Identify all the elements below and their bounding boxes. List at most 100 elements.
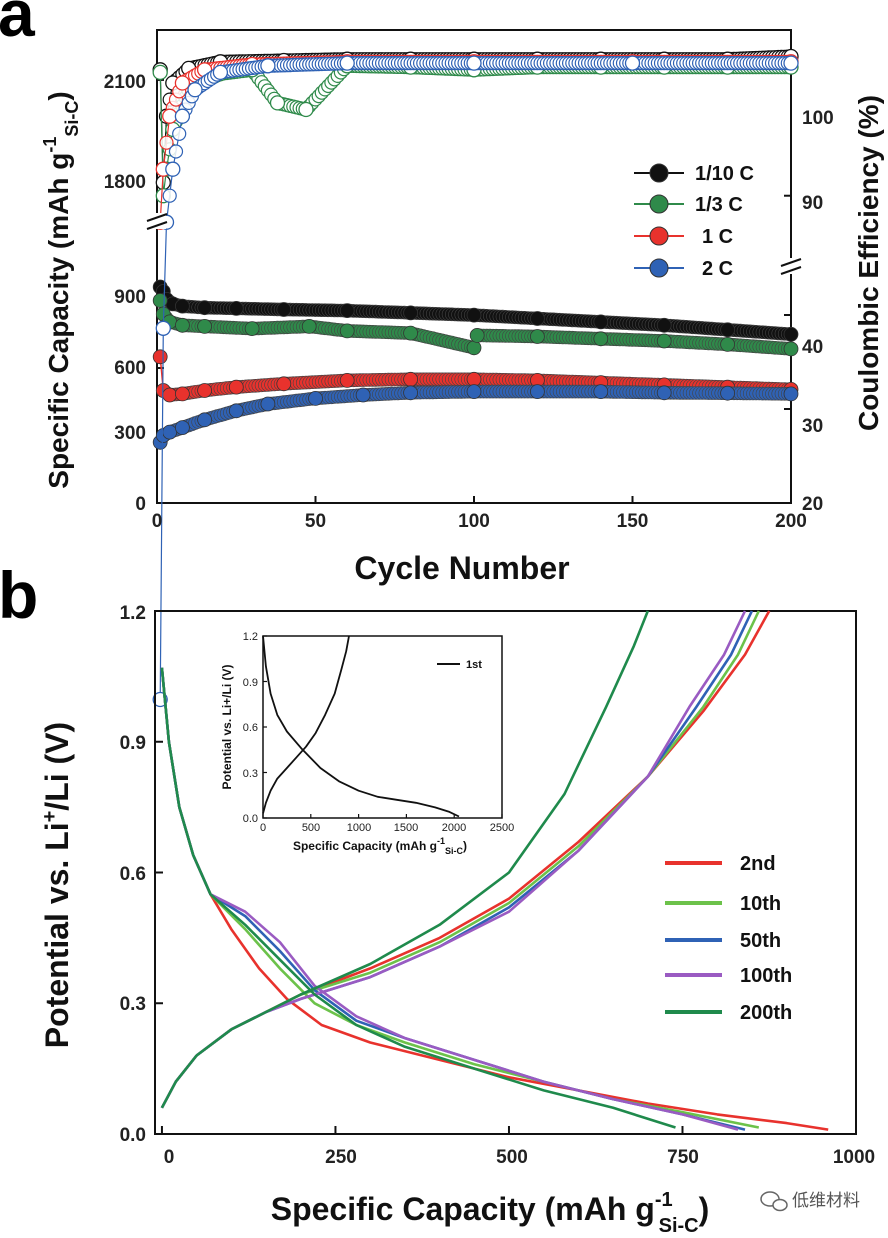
efficiency-series-2-c-ce <box>152 55 799 708</box>
capacity-key-point <box>593 331 609 347</box>
legend-label-100th: 100th <box>740 965 792 987</box>
capacity-key-point <box>403 305 419 321</box>
inset-plot-frame <box>262 635 503 819</box>
capacity-key-point <box>339 303 355 319</box>
capacity-key-point <box>355 387 371 403</box>
panel-b-inset: 0 500 1000 1500 2000 2500 0.0 0.3 0.6 0.… <box>220 631 514 856</box>
panel-b-y-axis-title: Potential vs. Li+/Li (V) <box>39 722 75 1048</box>
efficiency-key-point <box>298 101 314 118</box>
efficiency-key-point <box>155 320 171 336</box>
inset-axis-ticks <box>262 635 503 819</box>
efficiency-key-point <box>466 55 482 71</box>
capacity-key-point <box>783 341 799 357</box>
panel-a-ytick-left-600: 600 <box>114 358 146 379</box>
efficiency-key-point <box>152 64 168 81</box>
capacity-key-point <box>466 340 482 356</box>
capacity-key-point <box>162 424 178 440</box>
capacity-key-point <box>403 371 419 387</box>
panel-b-label: b <box>0 558 38 632</box>
capacity-key-point <box>339 372 355 388</box>
panel-a-plot-frame <box>156 29 792 504</box>
efficiency-point <box>159 135 174 150</box>
legend-item-2c: 2 C <box>634 258 733 280</box>
inset-legend: 1st <box>437 659 482 671</box>
panel-a-xtick-50: 50 <box>305 511 326 532</box>
capacity-key-point <box>656 317 672 333</box>
capacity-key-point <box>260 396 276 412</box>
capacity-key-point <box>174 317 190 333</box>
inset-curve-1st-discharge <box>262 635 460 818</box>
capacity-key-point <box>228 403 244 419</box>
capacity-key-point <box>152 349 168 365</box>
watermark-text: 低维材料 <box>792 1191 860 1211</box>
efficiency-key-point <box>783 55 799 71</box>
capacity-key-point <box>530 329 545 344</box>
legend-label-2nd: 2nd <box>740 853 776 875</box>
panel-a-ytick-left-0: 0 <box>135 494 146 515</box>
panel-b: b 0 250 500 750 1000 0.0 0.3 0.6 0.9 1.2… <box>0 558 875 1237</box>
panel-b-xtick-1000: 1000 <box>833 1147 875 1168</box>
legend-item-1c: 1 C <box>634 226 733 248</box>
capacity-key-point <box>244 321 260 337</box>
panel-b-xtick-0: 0 <box>164 1147 175 1168</box>
panel-b-data-lines <box>160 610 829 1131</box>
capacity-key-point <box>656 385 672 401</box>
capacity-key-point <box>174 298 190 314</box>
capacity-key-point <box>720 336 735 352</box>
efficiency-key-point <box>269 95 286 111</box>
capacity-key-point <box>593 314 609 330</box>
legend-item-1-3c: 1/3 C <box>634 194 743 216</box>
inset-xtick-2500: 2500 <box>490 822 514 834</box>
inset-xtick-500: 500 <box>302 822 320 834</box>
capacity-key-point <box>466 371 482 387</box>
legend-label-200th: 200th <box>740 1002 792 1024</box>
panel-a-left-y-axis-title: Specific Capacity (mAh g-1Si-C) <box>40 91 82 488</box>
efficiency-key-point <box>187 82 203 98</box>
inset-ytick-0-3: 0.3 <box>243 768 258 780</box>
panel-a-x-axis-title: Cycle Number <box>354 550 569 586</box>
inset-ytick-1-2: 1.2 <box>243 631 258 643</box>
panel-a-ytick-right-30: 30 <box>802 416 823 437</box>
panel-a-legend: 1/10 C 1/3 C 1 C 2 C <box>634 163 754 280</box>
capacity-key-point <box>403 385 419 401</box>
capacity-key-point <box>174 420 190 436</box>
inset-data-lines <box>262 635 460 818</box>
capacity-key-point <box>162 387 178 403</box>
inset-ytick-0-9: 0.9 <box>243 677 258 689</box>
legend-label-1c: 1 C <box>702 226 733 248</box>
panel-a-xtick-200: 200 <box>775 511 807 532</box>
panel-a-axis-ticks <box>156 62 792 504</box>
capacity-key-point <box>276 376 292 392</box>
panel-a-ytick-right-20: 20 <box>802 494 823 515</box>
legend-label-10th: 10th <box>740 893 781 915</box>
curve-200th-discharge <box>160 667 676 1129</box>
panel-a-data-marks <box>152 48 799 708</box>
panel-b-xtick-250: 250 <box>325 1147 357 1168</box>
capacity-key-point <box>720 385 735 401</box>
panel-a-ytick-left-900: 900 <box>114 287 146 308</box>
inset-xtick-1000: 1000 <box>347 822 371 834</box>
panel-b-ytick-0-0: 0.0 <box>120 1125 146 1146</box>
capacity-key-point <box>403 325 419 341</box>
capacity-key-point <box>466 307 482 323</box>
panel-a-ytick-left-1800: 1800 <box>104 172 146 193</box>
panel-a-label: a <box>0 0 36 50</box>
capacity-key-point <box>197 300 213 316</box>
efficiency-key-point <box>260 58 276 74</box>
panel-a: a 0 50 100 150 200 0 300 600 900 1800 21… <box>0 0 884 708</box>
legend-item-1-10c: 1/10 C <box>634 163 754 185</box>
legend-item-200th: 200th <box>665 1002 792 1024</box>
inset-xtick-2000: 2000 <box>442 822 466 834</box>
inset-curve-1st-charge <box>262 635 350 814</box>
legend-label-1-3c: 1/3 C <box>695 194 743 216</box>
panel-b-xtick-500: 500 <box>496 1147 528 1168</box>
capacity-key-point <box>152 293 168 308</box>
efficiency-key-point <box>162 108 178 124</box>
efficiency-key-point <box>624 55 641 71</box>
panel-a-right-y-axis-title: Coulombic Efficiency (%) <box>853 95 884 431</box>
efficiency-point <box>168 144 184 159</box>
capacity-key-point <box>228 379 244 395</box>
curve-200th-charge <box>160 610 650 1109</box>
capacity-key-point <box>530 384 545 400</box>
panel-a-ytick-left-2100: 2100 <box>104 72 146 93</box>
